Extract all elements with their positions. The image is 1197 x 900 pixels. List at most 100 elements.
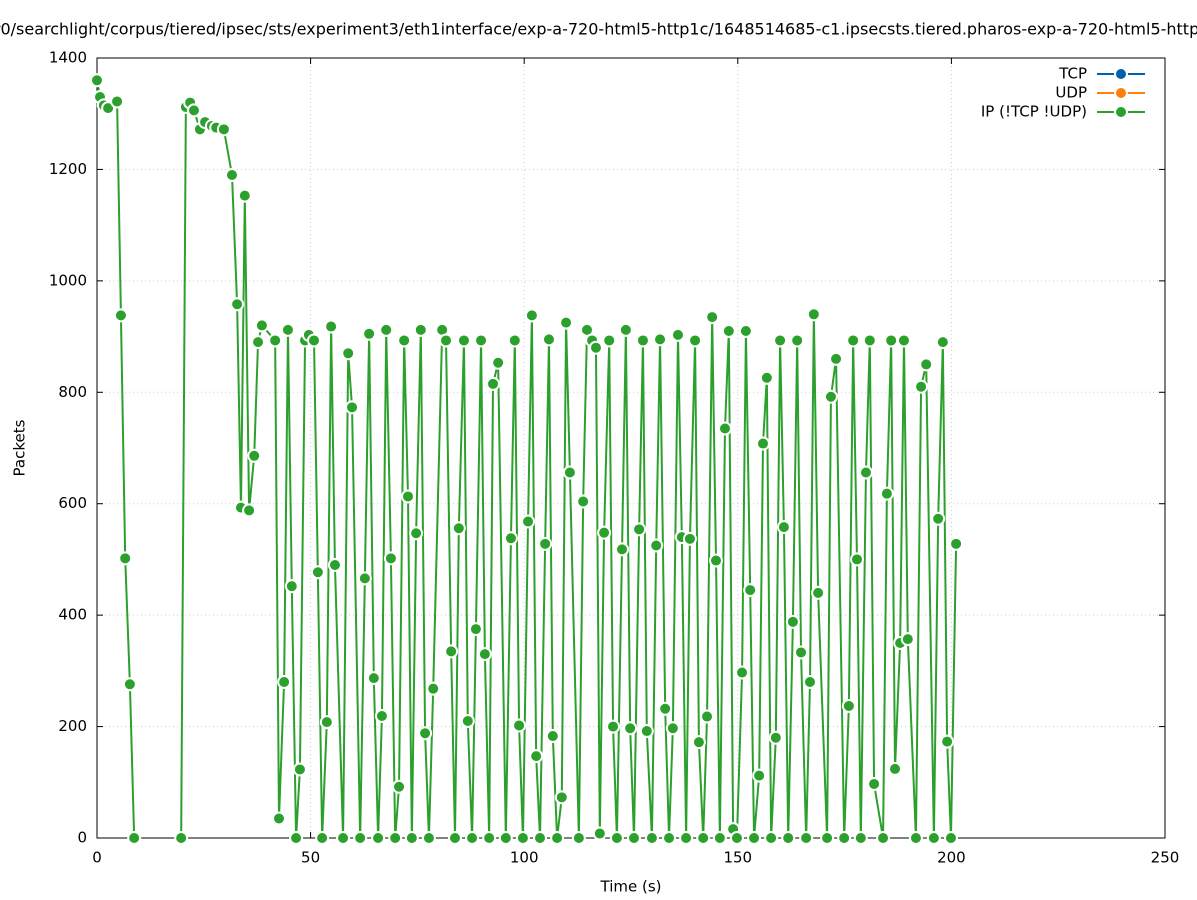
x-tick-label: 50 bbox=[301, 849, 320, 867]
x-tick-label: 150 bbox=[723, 849, 752, 867]
data-point bbox=[644, 831, 659, 845]
data-point bbox=[829, 351, 844, 366]
data-point bbox=[310, 565, 325, 580]
legend-label: TCP bbox=[1058, 65, 1087, 83]
data-point bbox=[949, 536, 964, 551]
data-point bbox=[806, 307, 821, 322]
data-point bbox=[743, 583, 758, 598]
data-point bbox=[679, 831, 694, 845]
data-point bbox=[465, 831, 480, 845]
data-point bbox=[662, 831, 677, 845]
y-tick-label: 1400 bbox=[49, 49, 87, 67]
data-point bbox=[562, 465, 577, 480]
data-point bbox=[849, 552, 864, 567]
data-point bbox=[571, 831, 586, 845]
data-point bbox=[597, 525, 612, 540]
legend-marker bbox=[1114, 86, 1128, 100]
data-point bbox=[635, 333, 650, 348]
data-point bbox=[811, 585, 826, 600]
data-point bbox=[602, 333, 617, 348]
data-point bbox=[729, 831, 744, 845]
data-point bbox=[858, 465, 873, 480]
data-point bbox=[705, 310, 720, 325]
x-tick-label: 0 bbox=[92, 849, 102, 867]
x-tick-label: 200 bbox=[937, 849, 966, 867]
data-point bbox=[512, 718, 527, 733]
y-axis-label: Packets bbox=[11, 419, 29, 476]
data-point bbox=[691, 735, 706, 750]
data-point bbox=[776, 520, 791, 535]
data-point bbox=[670, 327, 685, 342]
series-line bbox=[96, 80, 958, 839]
data-point bbox=[721, 324, 736, 338]
data-point bbox=[127, 831, 142, 845]
data-point bbox=[626, 831, 641, 845]
data-point bbox=[639, 724, 654, 739]
data-point bbox=[696, 831, 711, 845]
data-point bbox=[545, 729, 560, 744]
data-point bbox=[486, 376, 501, 391]
data-point bbox=[896, 333, 911, 348]
legend-label: IP (!TCP !UDP) bbox=[981, 103, 1087, 121]
data-point bbox=[841, 698, 856, 713]
data-point bbox=[926, 831, 941, 845]
data-point bbox=[277, 675, 292, 689]
data-point bbox=[280, 322, 295, 337]
data-point bbox=[717, 421, 732, 436]
data-point bbox=[609, 831, 624, 845]
data-point bbox=[615, 542, 630, 557]
data-point bbox=[802, 675, 817, 689]
y-tick-label: 0 bbox=[77, 829, 87, 847]
data-point bbox=[404, 831, 419, 845]
data-point bbox=[315, 831, 330, 845]
data-point bbox=[853, 831, 868, 845]
data-point bbox=[110, 94, 125, 109]
data-point bbox=[592, 826, 607, 841]
data-point bbox=[237, 188, 252, 203]
data-point bbox=[862, 333, 877, 348]
data-point bbox=[820, 831, 835, 845]
data-point bbox=[700, 709, 715, 724]
data-point bbox=[781, 831, 796, 845]
legend-marker bbox=[1114, 67, 1128, 81]
data-point bbox=[653, 332, 668, 347]
data-point bbox=[186, 103, 201, 118]
data-point bbox=[576, 494, 591, 509]
data-point bbox=[409, 526, 424, 541]
data-point bbox=[768, 730, 783, 745]
data-point bbox=[374, 708, 389, 723]
data-point bbox=[756, 436, 771, 451]
data-point bbox=[503, 531, 518, 546]
data-point bbox=[397, 333, 412, 348]
data-point bbox=[541, 332, 556, 347]
data-point bbox=[451, 521, 466, 536]
data-point bbox=[113, 308, 128, 323]
data-point bbox=[623, 721, 638, 736]
data-point bbox=[388, 831, 403, 845]
data-point bbox=[554, 790, 569, 805]
data-point bbox=[914, 379, 929, 394]
data-point bbox=[444, 644, 459, 659]
data-point bbox=[251, 335, 266, 350]
data-point bbox=[712, 831, 727, 845]
data-point bbox=[735, 665, 750, 680]
data-point bbox=[709, 553, 724, 568]
data-point bbox=[529, 749, 544, 764]
data-point bbox=[307, 333, 322, 348]
data-point bbox=[846, 333, 861, 348]
data-point bbox=[823, 389, 838, 404]
data-point bbox=[284, 579, 299, 594]
x-tick-label: 100 bbox=[510, 849, 539, 867]
data-point bbox=[618, 322, 633, 337]
x-tick-label: 250 bbox=[1151, 849, 1180, 867]
data-point bbox=[688, 333, 703, 348]
data-point bbox=[794, 645, 809, 660]
y-tick-label: 400 bbox=[58, 606, 87, 624]
data-point bbox=[867, 776, 882, 791]
data-point bbox=[919, 357, 934, 372]
data-point bbox=[588, 340, 603, 355]
data-point bbox=[327, 558, 342, 572]
data-point bbox=[759, 370, 774, 385]
data-point bbox=[935, 335, 950, 350]
data-point bbox=[468, 622, 483, 637]
